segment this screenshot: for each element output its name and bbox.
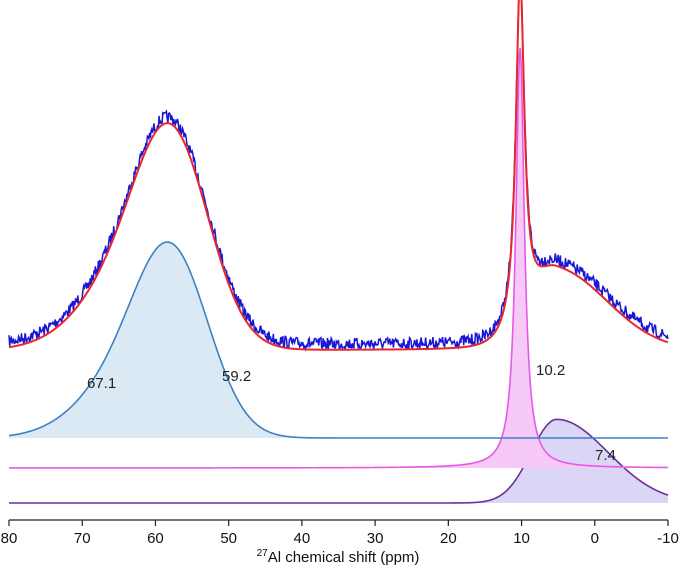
- annotation-7-4: 7.4: [595, 447, 616, 464]
- annotation-59-2: 59.2: [222, 368, 251, 385]
- x-tick-label-9: -10: [657, 530, 679, 547]
- plot-traces: [8, 0, 669, 504]
- x-axis-label-text: Al chemical shift (ppm): [268, 549, 420, 566]
- component-7-4-trace: [9, 418, 669, 504]
- x-tick-label-5: 30: [367, 530, 384, 547]
- component-10-2-trace: [9, 47, 669, 469]
- component-al-iv-trace-fill: [9, 242, 668, 438]
- fit-trace: [8, 0, 669, 351]
- x-tick-label-7: 10: [513, 530, 530, 547]
- x-tick-label-1: 70: [74, 530, 91, 547]
- annotation-67-1: 67.1: [87, 375, 116, 392]
- x-axis-label-sup: 27: [257, 548, 269, 559]
- experimental-trace: [8, 0, 669, 352]
- x-tick-label-2: 60: [147, 530, 164, 547]
- component-al-iv-trace: [8, 241, 668, 439]
- x-tick-label-3: 50: [220, 530, 237, 547]
- annotation-10-2: 10.2: [536, 362, 565, 379]
- x-axis-label: 27Al chemical shift (ppm): [257, 548, 420, 566]
- x-tick-label-8: 0: [591, 530, 599, 547]
- x-tick-label-4: 40: [294, 530, 311, 547]
- x-tick-label-0: 80: [1, 530, 18, 547]
- x-tick-label-6: 20: [440, 530, 457, 547]
- x-axis: 80 70 60 50 40 30 20 10 0 -10: [1, 519, 679, 547]
